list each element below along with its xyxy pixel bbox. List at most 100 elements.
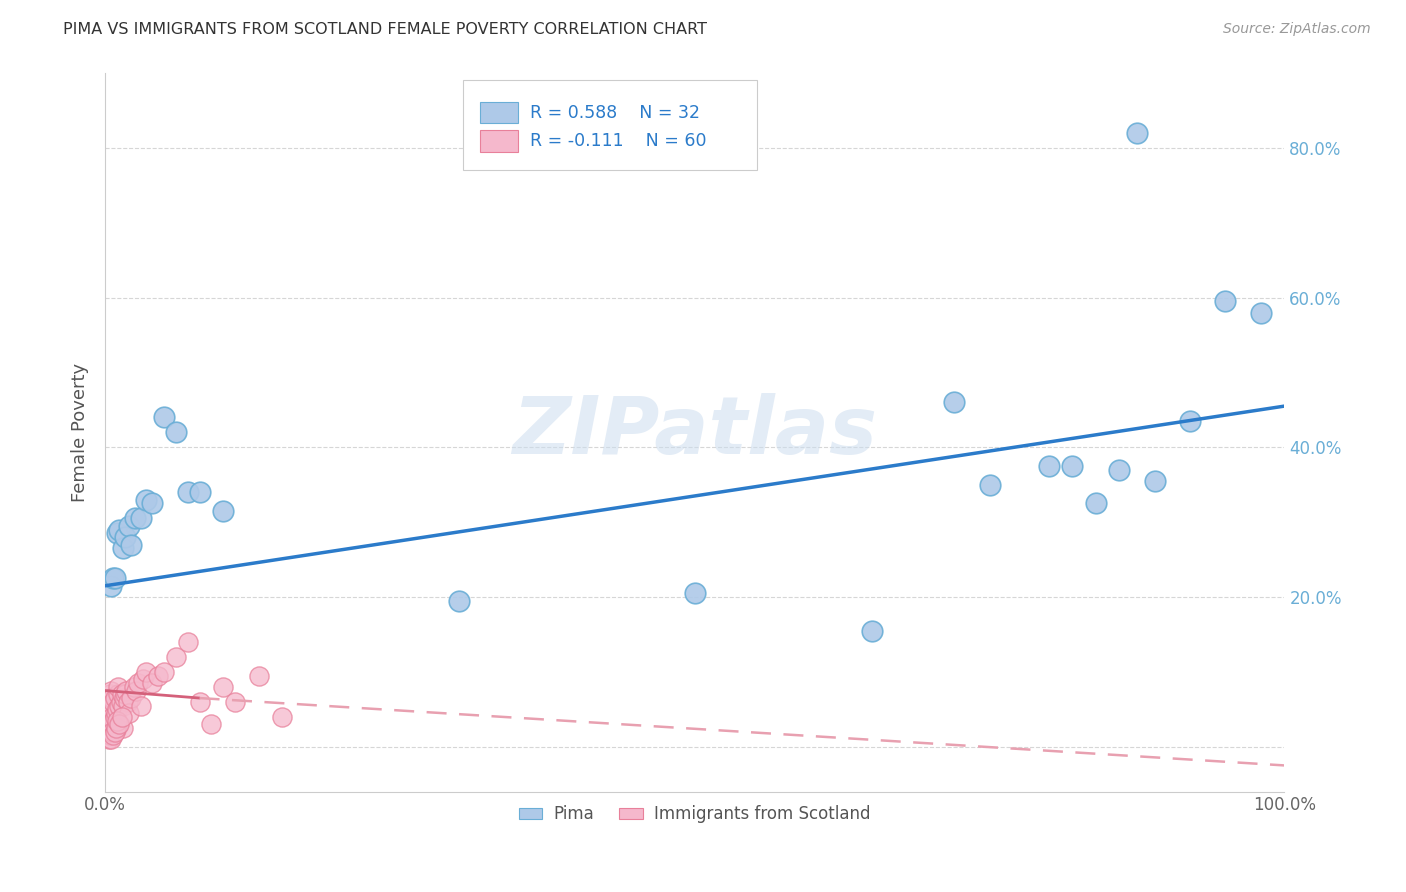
- Point: [103, 571, 125, 585]
- Point: [111, 710, 134, 724]
- Text: R = 0.588    N = 32: R = 0.588 N = 32: [530, 103, 700, 121]
- Point: [177, 635, 200, 649]
- Point: [108, 698, 131, 713]
- Point: [98, 687, 121, 701]
- Point: [97, 698, 120, 713]
- Point: [103, 729, 125, 743]
- Point: [118, 519, 141, 533]
- Point: [111, 541, 134, 556]
- Point: [112, 691, 135, 706]
- Point: [111, 698, 134, 713]
- Point: [125, 683, 148, 698]
- Point: [1178, 414, 1201, 428]
- Point: [117, 695, 139, 709]
- Bar: [481, 102, 517, 123]
- Point: [110, 695, 132, 709]
- Point: [101, 710, 124, 724]
- Point: [141, 496, 163, 510]
- Text: ZIPatlas: ZIPatlas: [512, 393, 877, 471]
- Point: [188, 695, 211, 709]
- Point: [100, 714, 122, 728]
- Point: [108, 523, 131, 537]
- Point: [135, 492, 157, 507]
- Point: [135, 665, 157, 679]
- Point: [104, 724, 127, 739]
- Point: [188, 485, 211, 500]
- Point: [129, 511, 152, 525]
- Point: [1215, 294, 1237, 309]
- Point: [943, 395, 966, 409]
- Point: [177, 485, 200, 500]
- Point: [108, 717, 131, 731]
- Point: [1126, 126, 1149, 140]
- Point: [103, 695, 125, 709]
- Point: [100, 732, 122, 747]
- Point: [120, 691, 142, 706]
- Point: [141, 676, 163, 690]
- Text: R = -0.111    N = 60: R = -0.111 N = 60: [530, 132, 706, 150]
- Point: [115, 683, 138, 698]
- Point: [1038, 458, 1060, 473]
- Text: Source: ZipAtlas.com: Source: ZipAtlas.com: [1223, 22, 1371, 37]
- Point: [100, 579, 122, 593]
- Point: [860, 624, 883, 638]
- Text: PIMA VS IMMIGRANTS FROM SCOTLAND FEMALE POVERTY CORRELATION CHART: PIMA VS IMMIGRANTS FROM SCOTLAND FEMALE …: [63, 22, 707, 37]
- Point: [97, 732, 120, 747]
- Point: [114, 530, 136, 544]
- Point: [104, 710, 127, 724]
- Point: [111, 687, 134, 701]
- Point: [101, 691, 124, 706]
- Point: [153, 665, 176, 679]
- Point: [224, 695, 246, 709]
- Point: [1108, 463, 1130, 477]
- Point: [132, 673, 155, 687]
- Point: [447, 593, 470, 607]
- Point: [212, 680, 235, 694]
- Point: [97, 724, 120, 739]
- Legend: Pima, Immigrants from Scotland: Pima, Immigrants from Scotland: [512, 798, 877, 830]
- Point: [165, 649, 187, 664]
- Point: [98, 729, 121, 743]
- Point: [97, 717, 120, 731]
- Point: [148, 668, 170, 682]
- Point: [683, 586, 706, 600]
- Point: [153, 410, 176, 425]
- Point: [165, 425, 187, 440]
- Point: [118, 706, 141, 720]
- Point: [200, 717, 222, 731]
- Point: [247, 668, 270, 682]
- Bar: [481, 130, 517, 152]
- Point: [101, 724, 124, 739]
- Point: [107, 680, 129, 694]
- Point: [97, 706, 120, 720]
- Point: [105, 526, 128, 541]
- Point: [129, 698, 152, 713]
- Point: [120, 538, 142, 552]
- Point: [124, 511, 146, 525]
- Point: [111, 721, 134, 735]
- Point: [127, 676, 149, 690]
- FancyBboxPatch shape: [463, 80, 758, 170]
- Point: [1250, 305, 1272, 319]
- Point: [122, 680, 145, 694]
- Point: [105, 714, 128, 728]
- Point: [105, 721, 128, 735]
- Point: [105, 702, 128, 716]
- Point: [1084, 496, 1107, 510]
- Point: [104, 721, 127, 735]
- Point: [100, 683, 122, 698]
- Point: [104, 571, 127, 585]
- Point: [100, 698, 122, 713]
- Point: [104, 691, 127, 706]
- Point: [1062, 458, 1084, 473]
- Point: [212, 504, 235, 518]
- Point: [1143, 474, 1166, 488]
- Point: [97, 695, 120, 709]
- Point: [114, 687, 136, 701]
- Point: [271, 710, 294, 724]
- Point: [979, 477, 1001, 491]
- Y-axis label: Female Poverty: Female Poverty: [72, 363, 89, 502]
- Point: [98, 717, 121, 731]
- Point: [98, 702, 121, 716]
- Point: [107, 687, 129, 701]
